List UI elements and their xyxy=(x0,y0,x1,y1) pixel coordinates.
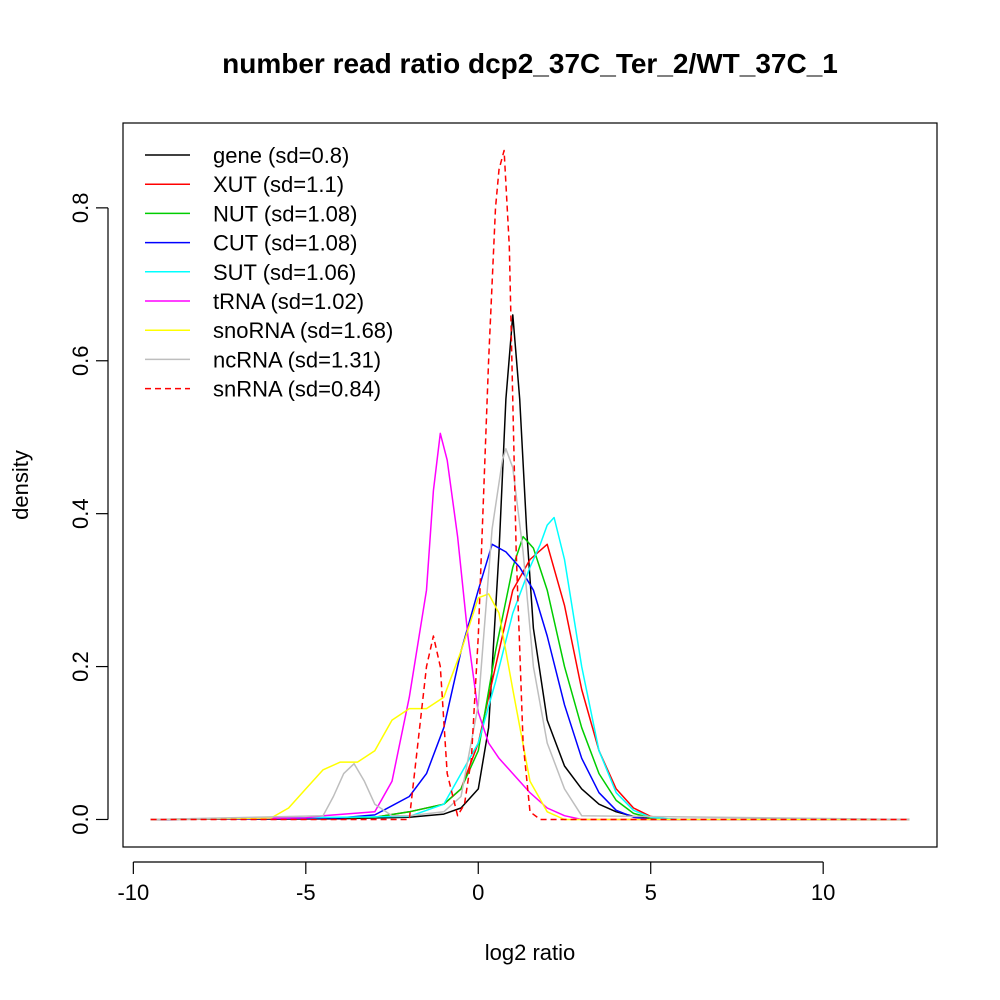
legend-label-5: tRNA (sd=1.02) xyxy=(213,289,364,314)
series-line-4 xyxy=(150,516,910,821)
x-tick-label: 5 xyxy=(645,880,657,905)
chart-title: number read ratio dcp2_37C_Ter_2/WT_37C_… xyxy=(222,48,838,79)
legend-label-0: gene (sd=0.8) xyxy=(213,143,349,168)
y-tick-label: 0.0 xyxy=(68,804,93,835)
legend-label-1: XUT (sd=1.1) xyxy=(213,172,344,197)
x-axis: -10 -5 0 5 10 xyxy=(117,861,835,905)
legend-label-2: NUT (sd=1.08) xyxy=(213,201,357,226)
x-tick-label: 0 xyxy=(472,880,484,905)
y-tick-label: 0.4 xyxy=(68,498,93,529)
y-tick-label: 0.8 xyxy=(68,193,93,224)
y-axis: 0.0 0.2 0.4 0.6 0.8 xyxy=(68,193,109,835)
legend-label-7: ncRNA (sd=1.31) xyxy=(213,347,381,372)
x-tick-label: -5 xyxy=(296,880,316,905)
series-layer xyxy=(150,149,910,821)
legend: gene (sd=0.8) XUT (sd=1.1) NUT (sd=1.08) CU… xyxy=(145,143,393,402)
y-tick-label: 0.6 xyxy=(68,345,93,376)
legend-label-4: SUT (sd=1.06) xyxy=(213,260,356,285)
x-tick-label: 10 xyxy=(811,880,835,905)
plot-frame xyxy=(122,122,938,848)
x-axis-label: log2 ratio xyxy=(485,940,576,965)
legend-label-3: CUT (sd=1.08) xyxy=(213,231,357,256)
series-line-8 xyxy=(150,149,910,821)
series-line-7 xyxy=(150,447,910,821)
x-tick-label: -10 xyxy=(117,880,149,905)
legend-label-8: snRNA (sd=0.84) xyxy=(213,377,381,402)
legend-label-6: snoRNA (sd=1.68) xyxy=(213,318,393,343)
y-tick-label: 0.2 xyxy=(68,651,93,682)
y-axis-label: density xyxy=(8,450,33,520)
